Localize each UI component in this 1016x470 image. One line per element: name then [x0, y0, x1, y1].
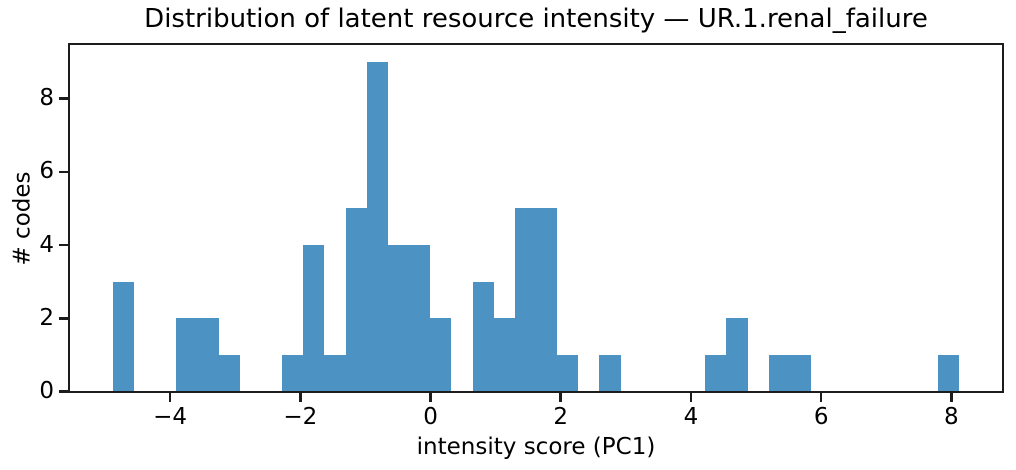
- x-tick-label: 2: [553, 404, 569, 430]
- histogram-bar: [367, 61, 388, 392]
- y-tick-mark: [59, 390, 68, 393]
- histogram-bar: [346, 208, 367, 392]
- y-tick-mark: [59, 317, 68, 320]
- histogram-bar: [388, 245, 409, 392]
- x-tick-mark: [819, 393, 823, 402]
- histogram-bar: [197, 318, 219, 392]
- x-tick-label: 4: [683, 404, 699, 430]
- histogram-bar: [726, 318, 748, 392]
- x-tick-mark: [168, 393, 172, 402]
- plot-area: [68, 43, 1004, 393]
- histogram-bar: [599, 354, 621, 392]
- x-tick-label: 8: [944, 404, 959, 430]
- histogram-bar: [705, 354, 726, 392]
- histogram-bar: [536, 208, 557, 392]
- y-tick-mark: [59, 170, 68, 174]
- histogram-bar: [515, 208, 536, 392]
- y-tick-mark: [59, 97, 68, 100]
- histogram-bar: [324, 354, 346, 392]
- x-tick-mark: [299, 393, 302, 402]
- x-tick-label: −4: [153, 404, 188, 430]
- y-axis-label: # codes: [9, 171, 36, 266]
- y-tick-label: 0: [39, 378, 54, 404]
- histogram-bar: [303, 245, 324, 392]
- histogram-bar: [938, 354, 959, 392]
- x-tick-label: −2: [283, 404, 318, 430]
- histogram-bar: [409, 245, 430, 392]
- histogram-bar: [473, 281, 494, 392]
- y-tick-mark: [59, 243, 68, 247]
- histogram-bar: [557, 354, 578, 392]
- x-tick-label: 0: [423, 404, 438, 430]
- x-tick-mark: [689, 393, 693, 402]
- histogram-bar: [430, 318, 451, 392]
- y-tick-label: 8: [39, 85, 54, 112]
- x-tick-mark: [950, 393, 953, 402]
- y-tick-label: 4: [39, 231, 54, 258]
- histogram-bar: [113, 281, 134, 392]
- y-tick-label: 2: [39, 304, 54, 331]
- histogram-bar: [282, 354, 303, 392]
- x-tick-mark: [429, 393, 432, 402]
- y-tick-label: 6: [39, 158, 54, 185]
- histogram-bar: [769, 354, 790, 392]
- chart-title: Distribution of latent resource intensit…: [144, 4, 928, 34]
- histogram-bar: [219, 354, 240, 392]
- histogram-bar: [790, 354, 811, 392]
- x-tick-label: 6: [813, 404, 829, 430]
- histogram-bar: [176, 318, 197, 392]
- histogram-bar: [494, 318, 515, 392]
- x-tick-mark: [559, 393, 562, 402]
- x-axis-label: intensity score (PC1): [416, 434, 656, 460]
